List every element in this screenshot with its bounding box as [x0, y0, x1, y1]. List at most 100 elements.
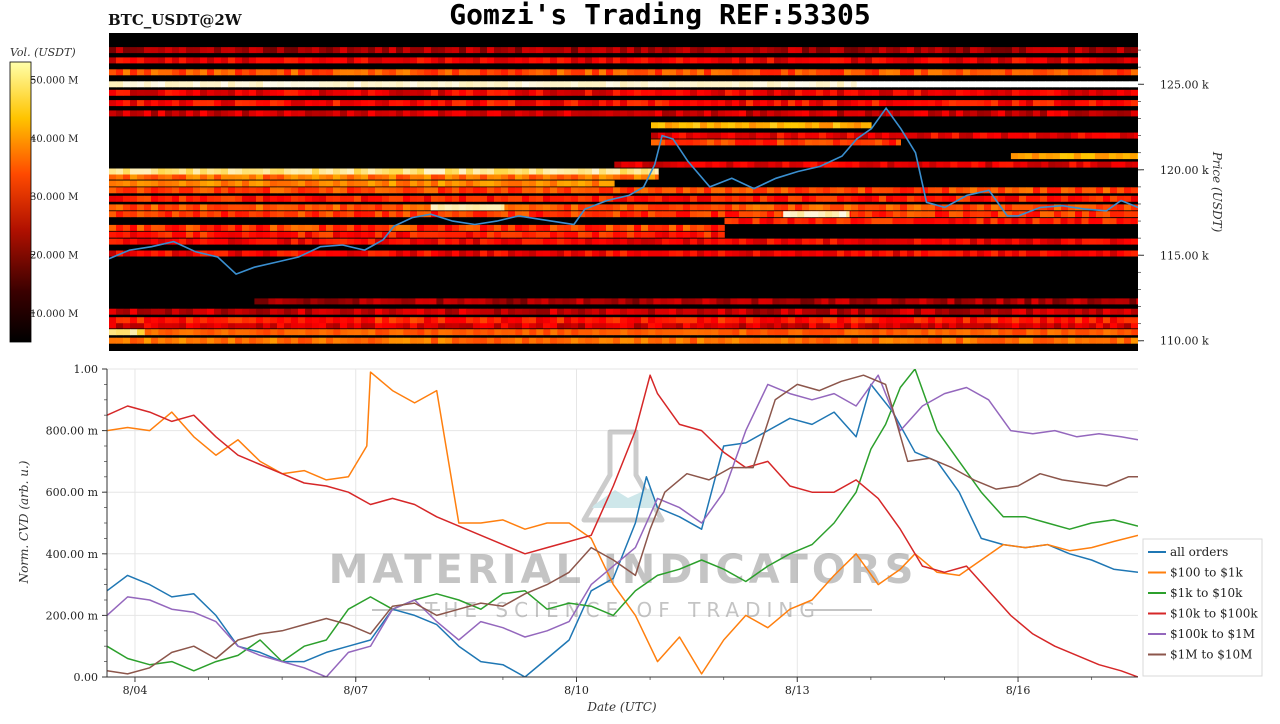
heatmap-cell	[389, 238, 397, 245]
heatmap-cell	[557, 180, 565, 187]
heatmap-cell	[907, 322, 915, 329]
heatmap-cell	[906, 218, 914, 225]
heatmap-cell	[780, 218, 788, 225]
heatmap-cell	[760, 110, 768, 117]
heatmap-cell	[319, 180, 327, 187]
heatmap-cell	[791, 132, 799, 139]
heatmap-cell	[837, 57, 845, 64]
heatmap-cell	[144, 180, 152, 187]
heatmap-cell	[375, 308, 383, 315]
heatmap-cell	[669, 224, 677, 231]
heatmap-cell	[326, 57, 334, 64]
heatmap-cell	[795, 81, 803, 88]
heatmap-cell	[263, 81, 271, 88]
heatmap-cell	[655, 250, 663, 257]
heatmap-cell	[417, 100, 425, 107]
heatmap-cell	[557, 100, 565, 107]
heatmap-cell	[928, 110, 936, 117]
heatmap-cell	[312, 57, 320, 64]
heatmap-cell	[585, 168, 593, 175]
heatmap-cell	[1075, 308, 1083, 315]
heatmap-cell	[179, 204, 187, 211]
heatmap-cell	[221, 173, 229, 180]
heatmap-cell	[928, 204, 936, 211]
heatmap-cell	[704, 57, 712, 64]
heatmap-cell	[614, 161, 622, 168]
heatmap-cell	[235, 250, 243, 257]
heatmap-cell	[585, 69, 593, 76]
heatmap-cell	[109, 168, 117, 175]
heatmap-cell	[991, 100, 999, 107]
heatmap-cell	[1094, 153, 1103, 160]
heatmap-cell	[794, 218, 802, 225]
heatmap-cell	[732, 47, 740, 54]
heatmap-cell	[788, 110, 796, 117]
heatmap-cell	[613, 180, 615, 187]
heatmap-cell	[621, 161, 629, 168]
heatmap-cell	[695, 298, 703, 305]
heatmap-cell	[242, 89, 250, 96]
heatmap-cell	[303, 298, 311, 305]
heatmap-cell	[982, 81, 990, 88]
heatmap-cell	[1108, 81, 1116, 88]
heatmap-cell	[907, 204, 915, 211]
heatmap-cell	[375, 57, 383, 64]
heatmap-cell	[763, 132, 771, 139]
heatmap-cell	[1068, 110, 1076, 117]
heatmap-cell	[284, 238, 292, 245]
heatmap-cell	[641, 322, 649, 329]
heatmap-cell	[683, 89, 691, 96]
heatmap-cell	[725, 329, 733, 336]
heatmap-cell	[480, 224, 488, 231]
heatmap-cell	[389, 329, 397, 336]
heatmap-cell	[970, 211, 978, 218]
heatmap-cell	[123, 308, 131, 315]
heatmap-cell	[326, 224, 334, 231]
heatmap-cell	[410, 317, 418, 324]
heatmap-cell	[760, 57, 768, 64]
heatmap-cell	[228, 47, 236, 54]
heatmap-cell	[1047, 89, 1055, 96]
heatmap-cell	[298, 89, 306, 96]
heatmap-cell	[712, 161, 720, 168]
heatmap-cell	[144, 238, 152, 245]
heatmap-cell	[998, 211, 1006, 218]
heatmap-cell	[249, 211, 257, 218]
heatmap-cell	[452, 224, 460, 231]
heatmap-cell	[977, 89, 985, 96]
heatmap-cell	[872, 69, 880, 76]
heatmap-cell	[1012, 100, 1020, 107]
heatmap-cell	[599, 204, 607, 211]
heatmap-cell	[1006, 161, 1014, 168]
heatmap-cell	[891, 298, 899, 305]
heatmap-cell	[214, 250, 222, 257]
heatmap-cell	[914, 187, 922, 194]
heatmap-cell	[1075, 47, 1083, 54]
cvd-x-tick-label: 8/07	[343, 684, 368, 697]
heatmap-cell	[109, 322, 117, 329]
heatmap-cell	[858, 47, 866, 54]
heatmap-cell	[424, 168, 432, 175]
heatmap-cell	[760, 211, 768, 218]
heatmap-cell	[690, 81, 698, 88]
heatmap-cell	[375, 195, 383, 202]
heatmap-cell	[354, 47, 362, 54]
heatmap-cell	[333, 308, 341, 315]
heatmap-cell	[690, 89, 698, 96]
heatmap-cell	[389, 337, 397, 344]
heatmap-cell	[1103, 57, 1111, 64]
heatmap-cell	[697, 211, 705, 218]
heatmap-cell	[493, 204, 501, 211]
heatmap-cell	[655, 89, 663, 96]
heatmap-cell	[555, 298, 563, 305]
heatmap-cell	[347, 180, 355, 187]
heatmap-cell	[690, 250, 698, 257]
heatmap-cell	[634, 173, 642, 180]
heatmap-cell	[415, 298, 423, 305]
heatmap-cell	[389, 69, 397, 76]
heatmap-cell	[865, 337, 873, 344]
heatmap-cell	[914, 250, 922, 257]
heatmap-cell	[844, 204, 852, 211]
heatmap-cell	[732, 250, 740, 257]
heatmap-cell	[791, 139, 799, 146]
